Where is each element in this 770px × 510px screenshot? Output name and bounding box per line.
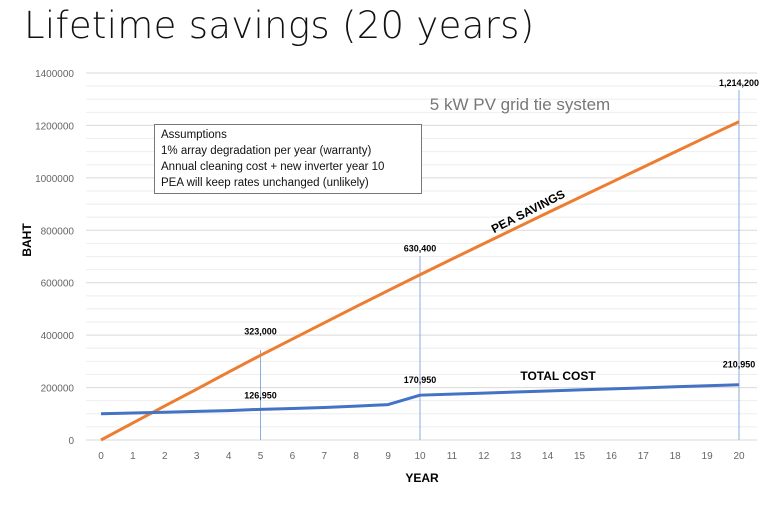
x-tick-label: 5 <box>258 451 264 462</box>
x-tick-label: 17 <box>638 451 650 462</box>
x-tick-label: 8 <box>353 451 359 462</box>
data-label: 170,950 <box>404 375 437 385</box>
y-tick-label: 200000 <box>41 384 75 395</box>
savings-line <box>100 120 740 442</box>
series-label-savings: PEA SAVINGS <box>489 187 567 236</box>
x-tick-label: 13 <box>510 451 522 462</box>
x-tick-label: 10 <box>414 451 426 462</box>
assumptions-box: Assumptions 1% array degradation per yea… <box>154 124 422 194</box>
x-tick-label: 0 <box>98 451 104 462</box>
x-tick-label: 7 <box>322 451 328 462</box>
y-tick-label: 400000 <box>41 331 75 342</box>
x-tick-label: 2 <box>162 451 168 462</box>
x-tick-label: 12 <box>478 451 490 462</box>
x-tick-label: 4 <box>226 451 232 462</box>
x-tick-label: 19 <box>702 451 714 462</box>
data-label: 210,950 <box>723 360 756 370</box>
y-tick-label: 0 <box>68 436 74 447</box>
assumption-line: PEA will keep rates unchanged (unlikely) <box>161 177 369 189</box>
data-label: 1,214,200 <box>719 78 759 88</box>
x-tick-label: 9 <box>385 451 391 462</box>
assumption-line: Assumptions <box>161 129 227 141</box>
x-tick-label: 15 <box>574 451 586 462</box>
x-tick-label: 20 <box>733 451 745 462</box>
data-label: 323,000 <box>244 326 277 336</box>
cost-line <box>100 383 740 416</box>
y-tick-label: 1000000 <box>35 174 74 185</box>
series-label-cost: TOTAL COST <box>520 369 596 383</box>
x-tick-label: 11 <box>447 451 458 462</box>
x-axis-label: YEAR <box>405 471 439 485</box>
x-tick-label: 3 <box>194 451 200 462</box>
y-tick-label: 800000 <box>41 226 75 237</box>
y-tick-label: 1200000 <box>35 121 74 132</box>
y-tick-label: 600000 <box>41 279 75 290</box>
assumption-line: Annual cleaning cost + new inverter year… <box>161 161 385 173</box>
data-label: 630,400 <box>404 244 437 254</box>
y-axis-label: BAHT <box>20 223 34 257</box>
x-tick-label: 14 <box>542 451 554 462</box>
chart-subtitle: 5 kW PV grid tie system <box>430 95 610 114</box>
page-title: Lifetime savings (20 years) <box>24 4 535 47</box>
x-tick-label: 18 <box>670 451 682 462</box>
x-tick-label: 16 <box>606 451 618 462</box>
data-label: 126,950 <box>244 390 277 400</box>
x-tick-label: 6 <box>290 451 296 462</box>
assumption-line: 1% array degradation per year (warranty) <box>161 145 372 157</box>
x-tick-label: 1 <box>130 451 136 462</box>
y-tick-label: 1400000 <box>35 69 74 80</box>
